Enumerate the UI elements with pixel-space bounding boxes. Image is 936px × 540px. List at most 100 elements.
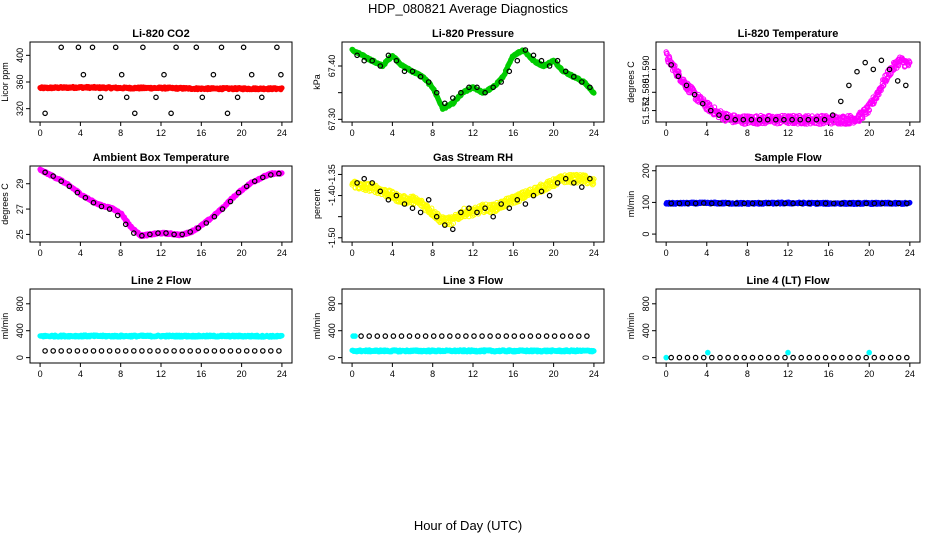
data-point [708,354,715,361]
data-point [806,354,813,361]
data-point [814,354,821,361]
series-2 [668,57,909,123]
series-2 [358,333,590,339]
data-point [463,333,469,339]
data-point [267,348,274,354]
y-tick-label: 800 [641,296,651,311]
chart-ylabel: ml/min [0,313,10,340]
y-tick-label: 360 [15,74,25,89]
series-1 [663,49,913,127]
data-point [575,333,582,339]
x-tick-label: 24 [277,128,287,138]
chart-panel-4: Ambient Box Temperature degrees C 0 4 8 12 16 2… [0,152,293,258]
x-tick-label: 20 [549,369,559,379]
x-tick-label: 12 [783,248,793,258]
data-point [163,348,169,354]
x-tick-label: 0 [38,128,43,138]
chart-panel-7: Line 2 Flow ml/min 0 4 8 12 16 20 24 0 400 800 [0,275,293,379]
series-2 [42,169,282,239]
x-tick-label: 16 [824,369,834,379]
x-tick-label: 24 [589,248,599,258]
x-tick-label: 0 [350,248,355,258]
x-tick-label: 4 [704,369,709,379]
chart-panel-9: Line 4 (LT) Flow ml/min 0 4 8 12 16 20 24 0 400 800 [626,275,921,379]
data-point [414,333,421,339]
y-tick-label: 800 [15,296,25,311]
data-point [535,333,542,339]
data-point [173,44,179,51]
data-point [479,333,485,339]
y-tick-label: -1.40 [327,185,337,206]
data-point [717,354,723,361]
data-point [118,71,125,78]
x-tick-label: 16 [824,248,834,258]
data-point [741,354,748,361]
data-point [251,348,258,354]
data-point [187,348,194,354]
data-point [692,354,699,361]
y-tick-label: 100 [641,195,651,210]
series-1 [37,332,285,340]
data-point [830,354,837,361]
data-point [122,348,129,354]
x-tick-label: 0 [38,369,43,379]
x-tick-label: 0 [664,248,669,258]
data-point [782,354,788,361]
data-point [903,354,910,361]
x-tick-label: 20 [864,128,874,138]
data-point [503,333,510,339]
chart-ylabel: degrees C [0,183,10,225]
series-1 [349,347,597,355]
x-tick-label: 8 [118,128,123,138]
x-tick-label: 16 [196,128,206,138]
x-tick-label: 20 [549,128,559,138]
chart-title: Li-820 Pressure [432,28,514,40]
data-point [50,348,57,354]
series-2 [354,175,593,233]
y-tick-label: -1.50 [327,228,337,249]
data-point [211,348,218,354]
x-tick-label: 20 [549,248,559,258]
data-point [902,82,909,89]
data-point [131,348,137,354]
chart-title: Line 2 Flow [131,275,191,287]
x-tick-label: 12 [468,369,478,379]
chart-ylabel: degrees C [626,61,636,103]
data-point [490,213,497,220]
x-tick-label: 8 [745,369,750,379]
series-2 [42,44,284,117]
y-tick-label: 400 [327,323,337,338]
data-point [863,354,870,361]
x-tick-label: 16 [824,128,834,138]
chart-title: Gas Stream RH [433,152,513,164]
data-point [193,44,200,51]
data-point [80,71,87,78]
data-point [430,333,437,339]
data-point [855,354,861,361]
data-point [854,68,860,75]
y-tick-label: 800 [327,296,337,311]
data-point [822,354,829,361]
data-point [278,71,284,78]
data-point [663,354,670,361]
x-tick-label: 0 [38,248,43,258]
data-point [894,78,901,84]
x-tick-label: 0 [664,128,669,138]
data-point [199,94,206,101]
x-tick-label: 8 [430,369,435,379]
x-tick-label: 20 [237,369,247,379]
x-tick-label: 24 [277,248,287,258]
data-point [495,333,502,339]
x-tick-label: 24 [905,128,915,138]
data-point [276,348,282,354]
data-point [203,348,210,354]
x-tick-label: 8 [745,128,750,138]
data-point [259,348,266,354]
data-point [551,333,558,339]
data-point [438,333,445,339]
data-point [749,354,756,361]
data-point [153,94,159,101]
data-point [123,94,130,101]
data-point [668,354,675,361]
chart-panel-1: Li-820 CO2 Licor ppm 0 4 8 12 16 20 24 320 360 400 [0,28,293,138]
